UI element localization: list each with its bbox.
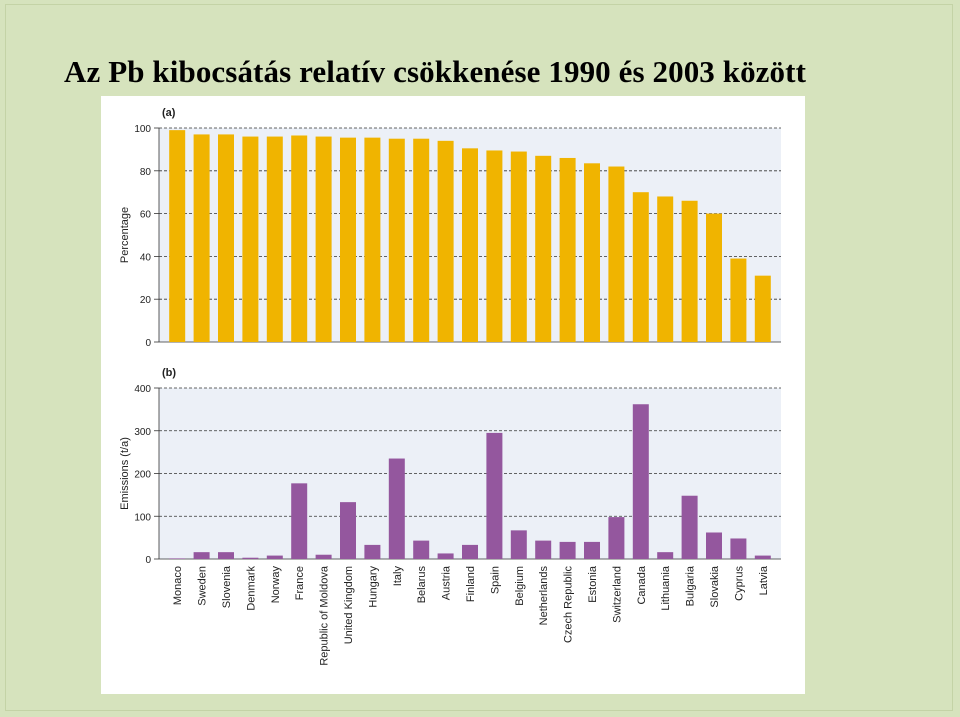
category-label: Italy <box>392 566 404 587</box>
category-label: Slovenia <box>221 565 233 608</box>
bar-b-cyprus <box>730 538 747 559</box>
bar-a-cyprus <box>730 258 747 342</box>
y-tick-label-b: 0 <box>145 555 151 566</box>
y-tick-label-b: 200 <box>134 470 151 481</box>
bar-b-netherlands <box>535 540 552 559</box>
bar-b-sweden <box>193 552 210 559</box>
category-label: Estonia <box>587 565 599 603</box>
category-label: Norway <box>270 566 282 604</box>
category-label: Belarus <box>416 566 428 604</box>
bar-a-slovenia <box>218 134 234 342</box>
bar-b-spain <box>486 432 503 559</box>
bar-a-czech-republic <box>559 157 576 342</box>
bar-a-bulgaria <box>681 200 698 342</box>
bar-a-sweden <box>193 134 210 342</box>
category-label: Denmark <box>245 566 257 611</box>
category-label: Czech Republic <box>563 566 575 644</box>
bar-a-republic-of-moldova <box>315 136 332 342</box>
category-label: Belgium <box>514 566 526 606</box>
bar-b-bulgaria <box>681 495 698 559</box>
bar-b-belgium <box>510 530 527 559</box>
bar-a-france <box>291 135 308 342</box>
bar-b-france <box>291 483 308 559</box>
category-label: Finland <box>465 566 477 602</box>
slide-title: Az Pb kibocsátás relatív csökkenése 1990… <box>64 54 806 89</box>
y-tick-label-a: 0 <box>145 338 151 349</box>
bar-a-latvia <box>754 275 771 342</box>
bar-b-canada <box>632 404 649 559</box>
category-label: Monaco <box>172 566 184 605</box>
category-axis-labels: Monaco Sweden Slovenia Denmark Norway France R… <box>172 565 770 666</box>
category-label: Latvia <box>758 565 770 595</box>
bar-b-lithuania <box>657 552 674 559</box>
bar-b-latvia <box>754 555 771 559</box>
bar-a-spain <box>486 150 503 342</box>
bar-b-slovenia <box>218 552 234 559</box>
bar-b-monaco <box>169 558 186 559</box>
bar-a-denmark <box>242 136 259 342</box>
category-label: Switzerland <box>611 566 623 623</box>
panel-label-b: (b) <box>162 367 176 379</box>
bar-b-united-kingdom <box>340 502 356 559</box>
bar-b-slovakia <box>706 532 722 559</box>
bar-a-norway <box>266 136 283 342</box>
category-label: Spain <box>489 566 501 594</box>
category-label: Cyprus <box>733 566 745 601</box>
y-axis-label-b: Emissions (t/a) <box>119 437 131 510</box>
bar-b-estonia <box>584 541 600 559</box>
chart-b-emissions: 0 100 200 300 400 (b) Emissions (t/a) <box>119 367 781 566</box>
bar-a-switzerland <box>608 166 625 342</box>
category-label: Bulgaria <box>685 565 697 606</box>
bar-b-belarus <box>413 540 430 559</box>
bar-b-hungary <box>364 544 381 559</box>
bar-b-italy <box>388 458 405 559</box>
category-label: Austria <box>441 565 453 600</box>
bar-a-canada <box>632 192 649 342</box>
figure: 0 20 40 60 80 100 (a) Percentage 0 100 200 300 400 (… <box>101 96 805 694</box>
bar-a-austria <box>437 140 454 342</box>
bar-b-norway <box>266 555 283 559</box>
bar-a-finland <box>462 148 478 342</box>
category-label: Slovakia <box>709 565 721 607</box>
slide-background <box>5 4 953 711</box>
y-tick-label-a: 20 <box>140 295 152 306</box>
bar-b-finland <box>462 544 478 559</box>
category-label: Sweden <box>197 566 209 606</box>
bar-b-switzerland <box>608 517 625 559</box>
bar-b-republic-of-moldova <box>315 554 332 559</box>
chart-a-percentage: 0 20 40 60 80 100 (a) Percentage <box>119 107 781 349</box>
y-tick-label-b: 300 <box>134 427 151 438</box>
category-label: France <box>294 566 306 600</box>
category-label: Lithuania <box>660 565 672 611</box>
y-tick-label-b: 100 <box>134 512 151 523</box>
y-tick-label-a: 100 <box>134 124 151 135</box>
category-label: Republic of Moldova <box>319 565 331 666</box>
category-label: United Kingdom <box>343 566 355 644</box>
bar-a-estonia <box>584 163 600 342</box>
bar-a-italy <box>388 138 405 342</box>
category-label: Netherlands <box>538 566 550 626</box>
category-label: Canada <box>636 565 648 604</box>
y-tick-label-a: 40 <box>140 252 152 263</box>
bar-a-lithuania <box>657 196 674 342</box>
y-tick-label-a: 60 <box>140 210 152 221</box>
bar-a-monaco <box>169 130 186 342</box>
bar-a-belarus <box>413 138 430 342</box>
y-axis-label-a: Percentage <box>119 207 131 263</box>
bar-a-netherlands <box>535 155 552 342</box>
bar-b-czech-republic <box>559 541 576 559</box>
category-label: Hungary <box>367 566 379 608</box>
bar-b-austria <box>437 553 454 559</box>
bar-b-denmark <box>242 557 259 559</box>
panel-label-a: (a) <box>162 107 176 119</box>
bar-a-united-kingdom <box>340 137 356 342</box>
bar-a-belgium <box>510 151 527 342</box>
bar-a-hungary <box>364 137 381 342</box>
bar-a-slovakia <box>706 213 722 342</box>
y-tick-label-a: 80 <box>140 167 152 178</box>
y-tick-label-b: 400 <box>134 384 151 395</box>
